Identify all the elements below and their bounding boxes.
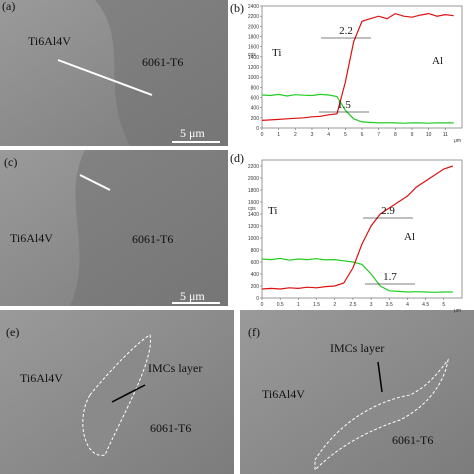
annotation: 1.7 [383,271,397,283]
arrow [79,174,111,191]
y-tick-label: 1000 [248,236,259,242]
y-tick-label: 1000 [248,75,259,81]
x-tick-label: 10 [426,132,432,138]
panel-label: (e) [6,325,19,339]
x-tick-label: 2 [294,132,297,138]
x-tick-label: 3.5 [386,302,393,308]
imc-region [314,358,449,472]
x-tick-label: 0 [261,132,264,138]
imc-region [82,334,151,456]
y-tick-label: 1400 [248,212,259,218]
boundary [95,0,228,146]
series-name: Ti [272,47,281,59]
y-tick-label: 1600 [248,45,259,51]
x-tick-label: 4 [327,132,330,138]
phase-label: Ti6Al4V [20,371,63,385]
panel-label: (f) [248,325,260,339]
y-tick-label: 2400 [248,4,259,10]
x-tick-label: 4.5 [422,302,429,308]
phase-label: IMCs layer [330,341,384,355]
x-tick-label: 9 [411,132,414,138]
x-tick-label: 2 [333,302,336,308]
x-tick-label: 3 [370,302,373,308]
y-tick-label: 200 [251,116,260,122]
y-tick-label: 1400 [248,55,259,61]
annotation: 1.5 [337,99,351,111]
x-axis-label: μm [454,308,461,314]
y-tick-label: 1800 [248,35,259,41]
x-axis-label: μm [454,138,461,144]
panel-label: (d) [230,151,244,165]
phase-label: 6061-T6 [150,421,191,435]
phase-label: Ti6Al4V [28,34,71,48]
x-tick-label: 4 [406,302,409,308]
panel-label: (c) [4,155,17,169]
sem-image [240,310,474,474]
y-tick-label: 600 [251,260,260,266]
x-tick-label: 3 [311,132,314,138]
x-tick-label: 11 [443,132,448,138]
arrow [111,384,146,403]
series-name: Al [404,231,415,243]
arrow [377,361,383,393]
line-series [261,93,454,124]
x-tick-label: 5 [344,132,347,138]
y-tick-label: 1200 [248,65,259,71]
annotation: 2.2 [339,25,353,37]
series-name: Al [432,55,443,67]
y-tick-label: 800 [251,85,260,91]
y-tick-label: 2200 [248,14,259,20]
charts: 0200400600800100012001400160018002000220… [230,1,463,314]
y-tick-label: 800 [251,248,260,254]
phase-label: IMCs layer [148,361,202,375]
x-tick-label: 5 [442,302,445,308]
line-series [261,257,453,293]
phase-label: 6061-T6 [392,433,433,447]
x-tick-label: 0 [261,302,264,308]
y-tick-label: 1600 [248,200,259,206]
phase-label: 6061-T6 [132,232,173,246]
y-tick-label: 1200 [248,224,259,230]
scale-text: 5 μm [180,126,205,140]
y-tick-label: 0 [256,126,259,132]
series-name: Ti [268,205,277,217]
y-axis-label: cps [248,206,256,212]
phase-label: Ti6Al4V [10,231,53,245]
boundary [70,150,228,306]
panel-label: (b) [230,1,244,15]
line-series [261,165,454,290]
y-tick-label: 2000 [248,176,259,182]
y-axis-label: cps [248,52,256,58]
phase-label: 6061-T6 [142,55,183,69]
annotation: 2.9 [381,205,395,217]
y-tick-label: 400 [251,106,260,112]
arrow [57,59,153,96]
y-tick-label: 1800 [248,188,259,194]
y-tick-label: 2200 [248,164,259,170]
scale-text: 5 μm [180,289,205,303]
line-series [261,12,454,121]
x-tick-label: 7 [377,132,380,138]
y-tick-label: 600 [251,96,260,102]
plot-area [261,5,463,129]
x-tick-label: 1 [277,132,280,138]
plot-area [261,159,463,299]
y-tick-label: 0 [256,296,259,302]
panel-label: (a) [2,0,15,13]
y-tick-label: 400 [251,272,260,278]
y-tick-label: 2000 [248,24,259,30]
y-tick-label: 200 [251,284,260,290]
x-tick-label: 8 [394,132,397,138]
phase-label: Ti6Al4V [262,387,305,401]
x-tick-label: 6 [361,132,364,138]
x-tick-label: 1 [297,302,300,308]
x-tick-label: 0.5 [277,302,284,308]
x-tick-label: 1.5 [313,302,320,308]
x-tick-label: 2.5 [349,302,356,308]
